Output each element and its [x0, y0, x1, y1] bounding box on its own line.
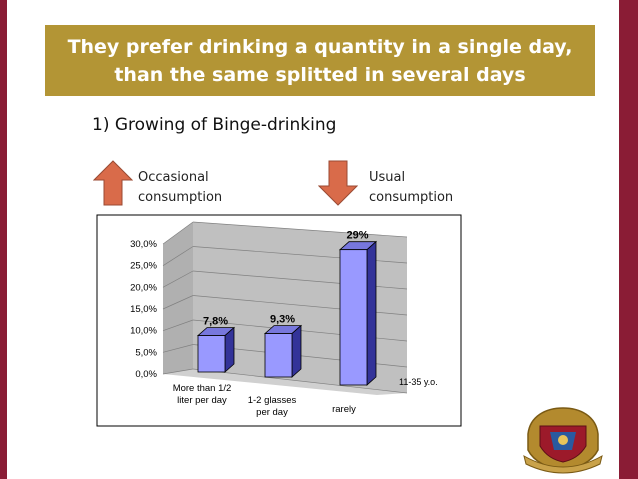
bar-value-label: 29% — [346, 230, 368, 242]
gridline-side — [162, 319, 194, 331]
gridline-side — [162, 344, 194, 353]
gridline-side — [162, 221, 194, 245]
y-tick-label: 25,0% — [130, 261, 157, 272]
gridline-side — [162, 246, 194, 266]
gridline — [192, 368, 408, 394]
usual-consumption-label: Usual consumption — [369, 170, 454, 205]
bar-value-label: 7,8% — [203, 316, 228, 328]
right-accent-band — [619, 0, 638, 479]
y-tick-label: 20,0% — [130, 282, 157, 293]
gridline-side — [162, 270, 194, 288]
arrow-up-icon — [93, 160, 133, 206]
y-tick-label: 30,0% — [130, 239, 157, 250]
bar-side — [224, 326, 235, 373]
x-category-label: 1-2 glasses per day — [248, 395, 297, 418]
arrow-down-icon — [318, 160, 358, 206]
bar — [339, 249, 368, 386]
gridline — [192, 221, 408, 238]
y-tick-label: 5,0% — [135, 347, 157, 358]
y-tick-label: 15,0% — [130, 304, 157, 315]
legend-series-label: 11-35 y.o. — [399, 377, 438, 387]
bar-side — [291, 324, 302, 378]
bar — [197, 335, 226, 373]
bar — [264, 333, 293, 378]
left-accent-band — [0, 0, 7, 479]
bar-side — [366, 240, 377, 386]
gridline-side — [162, 368, 194, 375]
crest-logo — [523, 407, 603, 474]
occasional-consumption-label: Occasional consumption — [138, 170, 223, 205]
gridline-side — [162, 295, 194, 310]
floor — [163, 369, 407, 395]
x-category-label: rarely — [332, 404, 356, 415]
bar-value-label: 9,3% — [270, 314, 295, 326]
y-tick-label: 0,0% — [135, 369, 157, 380]
x-category-label: More than 1/2 liter per day — [173, 383, 232, 406]
side-wall — [163, 222, 193, 374]
slide-subtitle: 1) Growing of Binge-drinking — [92, 115, 337, 135]
y-tick-label: 10,0% — [130, 326, 157, 337]
slide-title: They prefer drinking a quantity in a sin… — [45, 25, 595, 96]
